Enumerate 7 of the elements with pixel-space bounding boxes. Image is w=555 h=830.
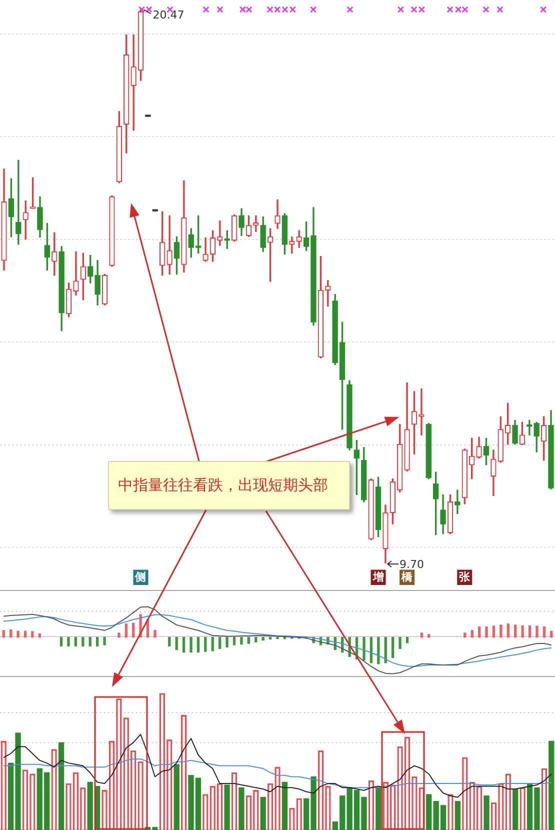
annotation: 20.47 — [152, 8, 184, 22]
x-tick-label: 张 — [459, 570, 472, 584]
x-tick-label: 侧 — [134, 570, 146, 584]
annotation: 中指量往往看跌，出现短期头部 — [118, 476, 328, 494]
annotation: 9.70 — [399, 558, 424, 571]
x-tick-label: 橋 — [400, 570, 414, 584]
x-tick-label: 增 — [372, 570, 384, 584]
